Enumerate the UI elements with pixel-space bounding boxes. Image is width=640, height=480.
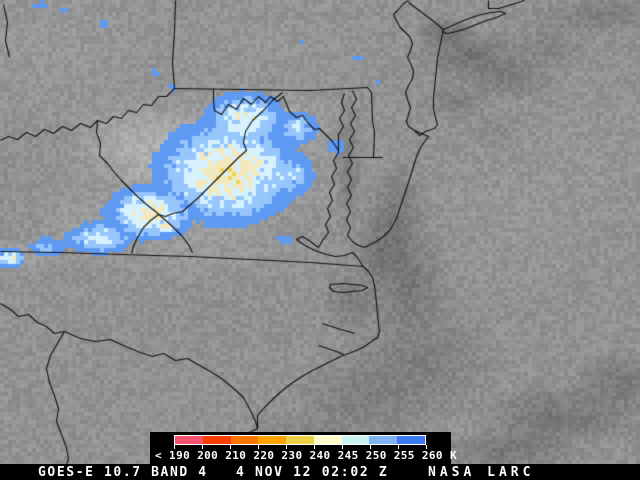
temperature-colorbar: < 190 200 210 220 230 240 245 250 255 26… [150,432,457,464]
colorbar-tick [426,445,427,449]
colorbar-tick [174,445,175,449]
colorbar-tick [370,445,371,449]
colorbar-tick [342,445,343,449]
colorbar-tick [314,445,315,449]
colorbar-segment [369,436,398,444]
colorbar-segment [202,436,231,444]
colorbar-segment [397,436,426,444]
credit-label: NASA LARC [428,465,535,480]
timestamp-label: 4 NOV 12 02:02 Z [236,465,389,480]
colorbar-scale [174,435,426,445]
colorbar-segment [286,436,314,444]
colorbar-segment [258,436,287,444]
status-bar: GOES-E 10.7 BAND 4 4 NOV 12 02:02 Z NASA… [0,464,640,480]
colorbar-tick [398,445,399,449]
colorbar-tick [202,445,203,449]
colorbar-labels: < 190 200 210 220 230 240 245 250 255 26… [155,449,457,462]
colorbar-segment [313,436,342,444]
colorbar-tick [258,445,259,449]
colorbar-tick [286,445,287,449]
colorbar-segment [175,436,203,444]
product-label: GOES-E 10.7 BAND 4 [38,465,208,480]
colorbar-segment [230,436,259,444]
colorbar-tick [230,445,231,449]
satellite-infrared-image [0,0,640,464]
colorbar-segment [341,436,370,444]
